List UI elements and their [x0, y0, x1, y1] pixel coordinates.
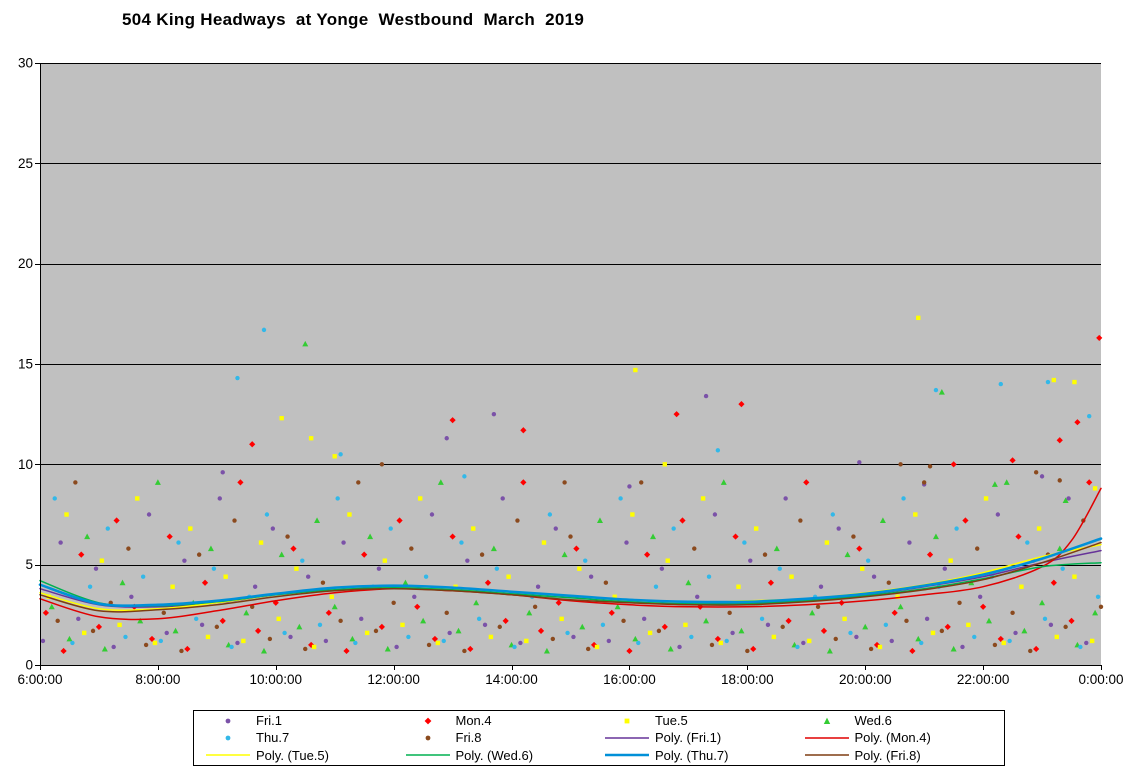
x-tick-label: 20:00:00: [839, 672, 892, 687]
legend-item-poly-mon-4: Poly. (Mon.4): [799, 729, 999, 746]
circle-swatch-icon: [400, 732, 456, 744]
legend-item-poly-fri-8: Poly. (Fri.8): [799, 747, 999, 764]
legend-label: Poly. (Mon.4): [854, 730, 931, 746]
x-tick-label: 14:00:00: [485, 672, 538, 687]
x-tick-label: 8:00:00: [135, 672, 180, 687]
legend-item-tue-5: Tue.5: [599, 712, 799, 729]
trendline-swatch-icon: [200, 749, 256, 761]
x-tick-label: 6:00:00: [17, 672, 62, 687]
x-tick-label: 16:00:00: [603, 672, 656, 687]
x-tick-label: 10:00:00: [249, 672, 302, 687]
y-tick-label: 20: [18, 256, 33, 271]
circle-swatch-icon: [200, 715, 256, 727]
legend-item-poly-wed-6: Poly. (Wed.6): [400, 747, 600, 764]
diamond-swatch-icon: [400, 715, 456, 727]
y-tick-label: 30: [18, 56, 33, 71]
y-tick-label: 10: [18, 457, 33, 472]
trendline-swatch-icon: [599, 732, 655, 744]
legend-label: Poly. (Fri.1): [655, 730, 722, 746]
legend: Fri.1 Mon.4 Tue.5 Wed.6 Thu.7 Fri.8 Poly. (Fri…: [193, 710, 1005, 766]
legend-label: Poly. (Wed.6): [455, 747, 534, 763]
series-thu-7: [52, 327, 1101, 650]
series-fri-1: [40, 393, 1089, 650]
legend-item-fri-1: Fri.1: [200, 712, 400, 729]
triangle-swatch-icon: [799, 715, 855, 727]
legend-label: Wed.6: [854, 713, 892, 729]
trendline-swatch-icon: [599, 749, 655, 761]
legend-item-wed-6: Wed.6: [799, 712, 999, 729]
legend-label: Fri.8: [455, 730, 482, 746]
x-tick-label: 18:00:00: [721, 672, 774, 687]
y-tick-label: 25: [18, 156, 33, 171]
legend-label: Tue.5: [655, 713, 688, 729]
trendline-poly-thu-7-: [38, 537, 1103, 608]
x-tick-label: 22:00:00: [957, 672, 1010, 687]
legend-item-poly-thu-7: Poly. (Thu.7): [599, 747, 799, 764]
x-tick-label: 12:00:00: [367, 672, 420, 687]
legend-item-poly-fri-1: Poly. (Fri.1): [599, 729, 799, 746]
trendline-poly-fri-8-: [39, 541, 1102, 613]
legend-label: Fri.1: [256, 713, 282, 729]
chart-title: 504 King Headways at Yonge Westbound Mar…: [122, 10, 585, 29]
axes: 6:00:00 8:00:00 10:00:00 12:00:00 14:00:00 16…: [17, 63, 1124, 687]
series-mon-4: [42, 334, 1103, 655]
square-swatch-icon: [599, 715, 655, 727]
legend-item-fri-8: Fri.8: [400, 729, 600, 746]
legend-label: Poly. (Thu.7): [655, 747, 729, 763]
trendline-swatch-icon: [799, 749, 855, 761]
trendline-swatch-icon: [400, 749, 456, 761]
y-tick-label: 15: [18, 357, 33, 372]
y-tick-label: 0: [25, 658, 33, 673]
legend-item-mon-4: Mon.4: [400, 712, 600, 729]
series-tue-5: [46, 315, 1098, 650]
chart-plot: 0 5 10 15 20 25 30 6:00:00 8:00:00 10:00:00 12:00:…: [17, 56, 1124, 688]
trendline-swatch-icon: [799, 732, 855, 744]
legend-item-thu-7: Thu.7: [200, 729, 400, 746]
legend-label: Poly. (Tue.5): [256, 747, 329, 763]
legend-grid: Fri.1 Mon.4 Tue.5 Wed.6 Thu.7 Fri.8 Poly. (Fri…: [194, 711, 1004, 765]
x-tick-label: 0:00:00: [1078, 672, 1123, 687]
legend-label: Thu.7: [256, 730, 290, 746]
legend-label: Mon.4: [455, 713, 492, 729]
legend-label: Poly. (Fri.8): [854, 747, 921, 763]
circle-swatch-icon: [200, 732, 256, 744]
trendline-poly-mon-4-: [39, 487, 1102, 621]
legend-item-poly-tue-5: Poly. (Tue.5): [200, 747, 400, 764]
y-tick-label: 5: [25, 557, 33, 572]
